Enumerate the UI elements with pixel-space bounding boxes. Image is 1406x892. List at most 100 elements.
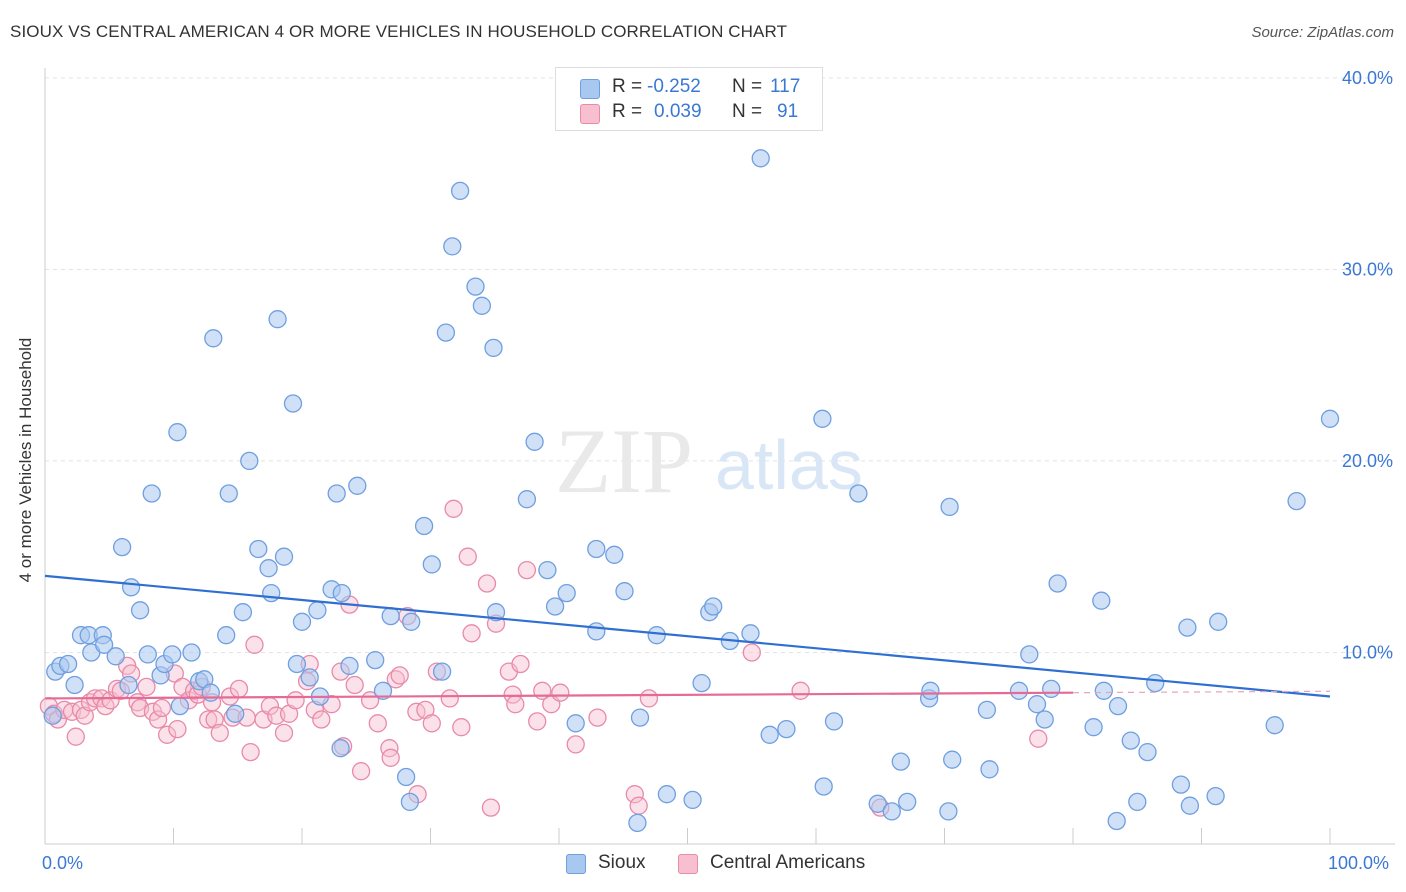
sioux-point [219,484,238,503]
sioux-point [1265,716,1284,735]
central-americans-point [551,683,570,702]
central-americans-point [245,635,264,654]
central-americans-point [625,785,644,804]
central-americans-point [458,547,477,566]
central-americans-point [205,710,224,729]
sioux-point [1209,612,1228,631]
sioux-point [882,802,901,821]
sioux-point [201,683,220,702]
y-axis-label-container: 4 or more Vehicles in Household [16,310,40,610]
central-americans-point [452,718,471,737]
chart-title: SIOUX VS CENTRAL AMERICAN 4 OR MORE VEHI… [10,22,788,41]
sioux-point [849,484,868,503]
sioux-point [683,790,702,810]
sioux-point [824,712,844,731]
central-americans-point [791,681,810,700]
sioux-point [813,409,832,428]
sioux-point [422,555,441,574]
sioux-point [921,681,940,700]
sioux-point [432,662,452,681]
sioux-point [472,296,492,315]
sioux-points [43,149,1340,833]
sioux-point [517,490,537,509]
central-americans-point [148,710,168,729]
central-americans-point [440,689,459,708]
sioux-point [163,645,182,664]
bottom-legend-sioux: Sioux [566,852,676,876]
legend-r-value: 0.039 [654,101,702,122]
sioux-point [484,338,503,358]
central-americans-trend-extension [1072,690,1331,694]
central-americans-point [422,714,441,733]
sioux-point [1178,618,1197,637]
sioux-point [760,725,779,744]
sioux-point [106,647,125,666]
sioux-point [868,794,887,813]
central-americans-point [566,735,585,754]
legend-n-value: 117 [770,76,801,97]
sioux-point [538,560,557,580]
sioux-point [741,624,760,643]
sioux-point [381,606,400,626]
sioux-point [1287,491,1306,511]
sioux-point [112,537,132,557]
sioux-point [308,601,327,620]
central-americans-point [481,798,501,817]
sioux-point [939,802,958,821]
sioux-point [587,539,606,559]
sioux-point [138,645,157,664]
central-americans-point [444,499,463,518]
legend-r-value: -0.252 [647,76,701,97]
central-americans-point [137,677,156,697]
sioux-point [300,668,319,687]
sioux-point [980,760,999,779]
sioux-point [1128,792,1147,812]
sioux-point [340,656,359,676]
sioux-point [249,539,268,559]
central-americans-point [345,675,364,695]
sioux-point [168,423,187,442]
sioux-point [259,559,278,578]
y-axis-label: 4 or more Vehicles in Household [16,337,35,583]
sioux-point [466,277,485,296]
sioux-point [1094,681,1113,700]
sioux-point [704,597,723,616]
sioux-point [1121,731,1140,750]
central-americans-point [66,727,85,746]
sioux-point [396,767,416,787]
central-americans-point [477,574,497,593]
central-americans-point [528,712,547,731]
sioux-point [240,451,259,471]
sioux-point [170,696,190,716]
correlation-legend: R = -0.252 N = 117 R = 0.039 N = 91 [555,67,823,131]
legend-swatch-sioux [580,79,600,99]
sioux-point [751,149,770,168]
central-americans-point [381,748,400,767]
central-americans-point [157,725,177,744]
legend-n-value: 91 [777,101,799,122]
sioux-point [1180,796,1200,815]
central-americans-point [380,739,399,758]
sioux-point [1146,673,1165,693]
bottom-legend-swatch-sioux [566,854,586,874]
y-tick-label: 20.0% [1342,451,1393,471]
legend-row-central-americans: R = 0.039 N = 91 [580,101,820,127]
sioux-point [657,785,677,804]
watermark: ZIP atlas [555,410,863,512]
legend-n-label: N = [732,101,763,122]
sioux-point [65,675,84,695]
sioux-point [1107,811,1126,831]
sioux-point [332,583,351,603]
sioux-point [605,545,624,564]
central-americans-point [368,714,387,733]
sioux-point [777,719,796,739]
sioux-point [373,681,393,700]
central-americans-point [286,691,305,710]
sioux-point [1009,681,1029,700]
sioux-point [1048,574,1067,593]
sioux-point [1320,409,1340,428]
sioux-point [217,626,236,645]
central-americans-point [152,698,172,718]
y-tick-label: 30.0% [1342,259,1393,279]
